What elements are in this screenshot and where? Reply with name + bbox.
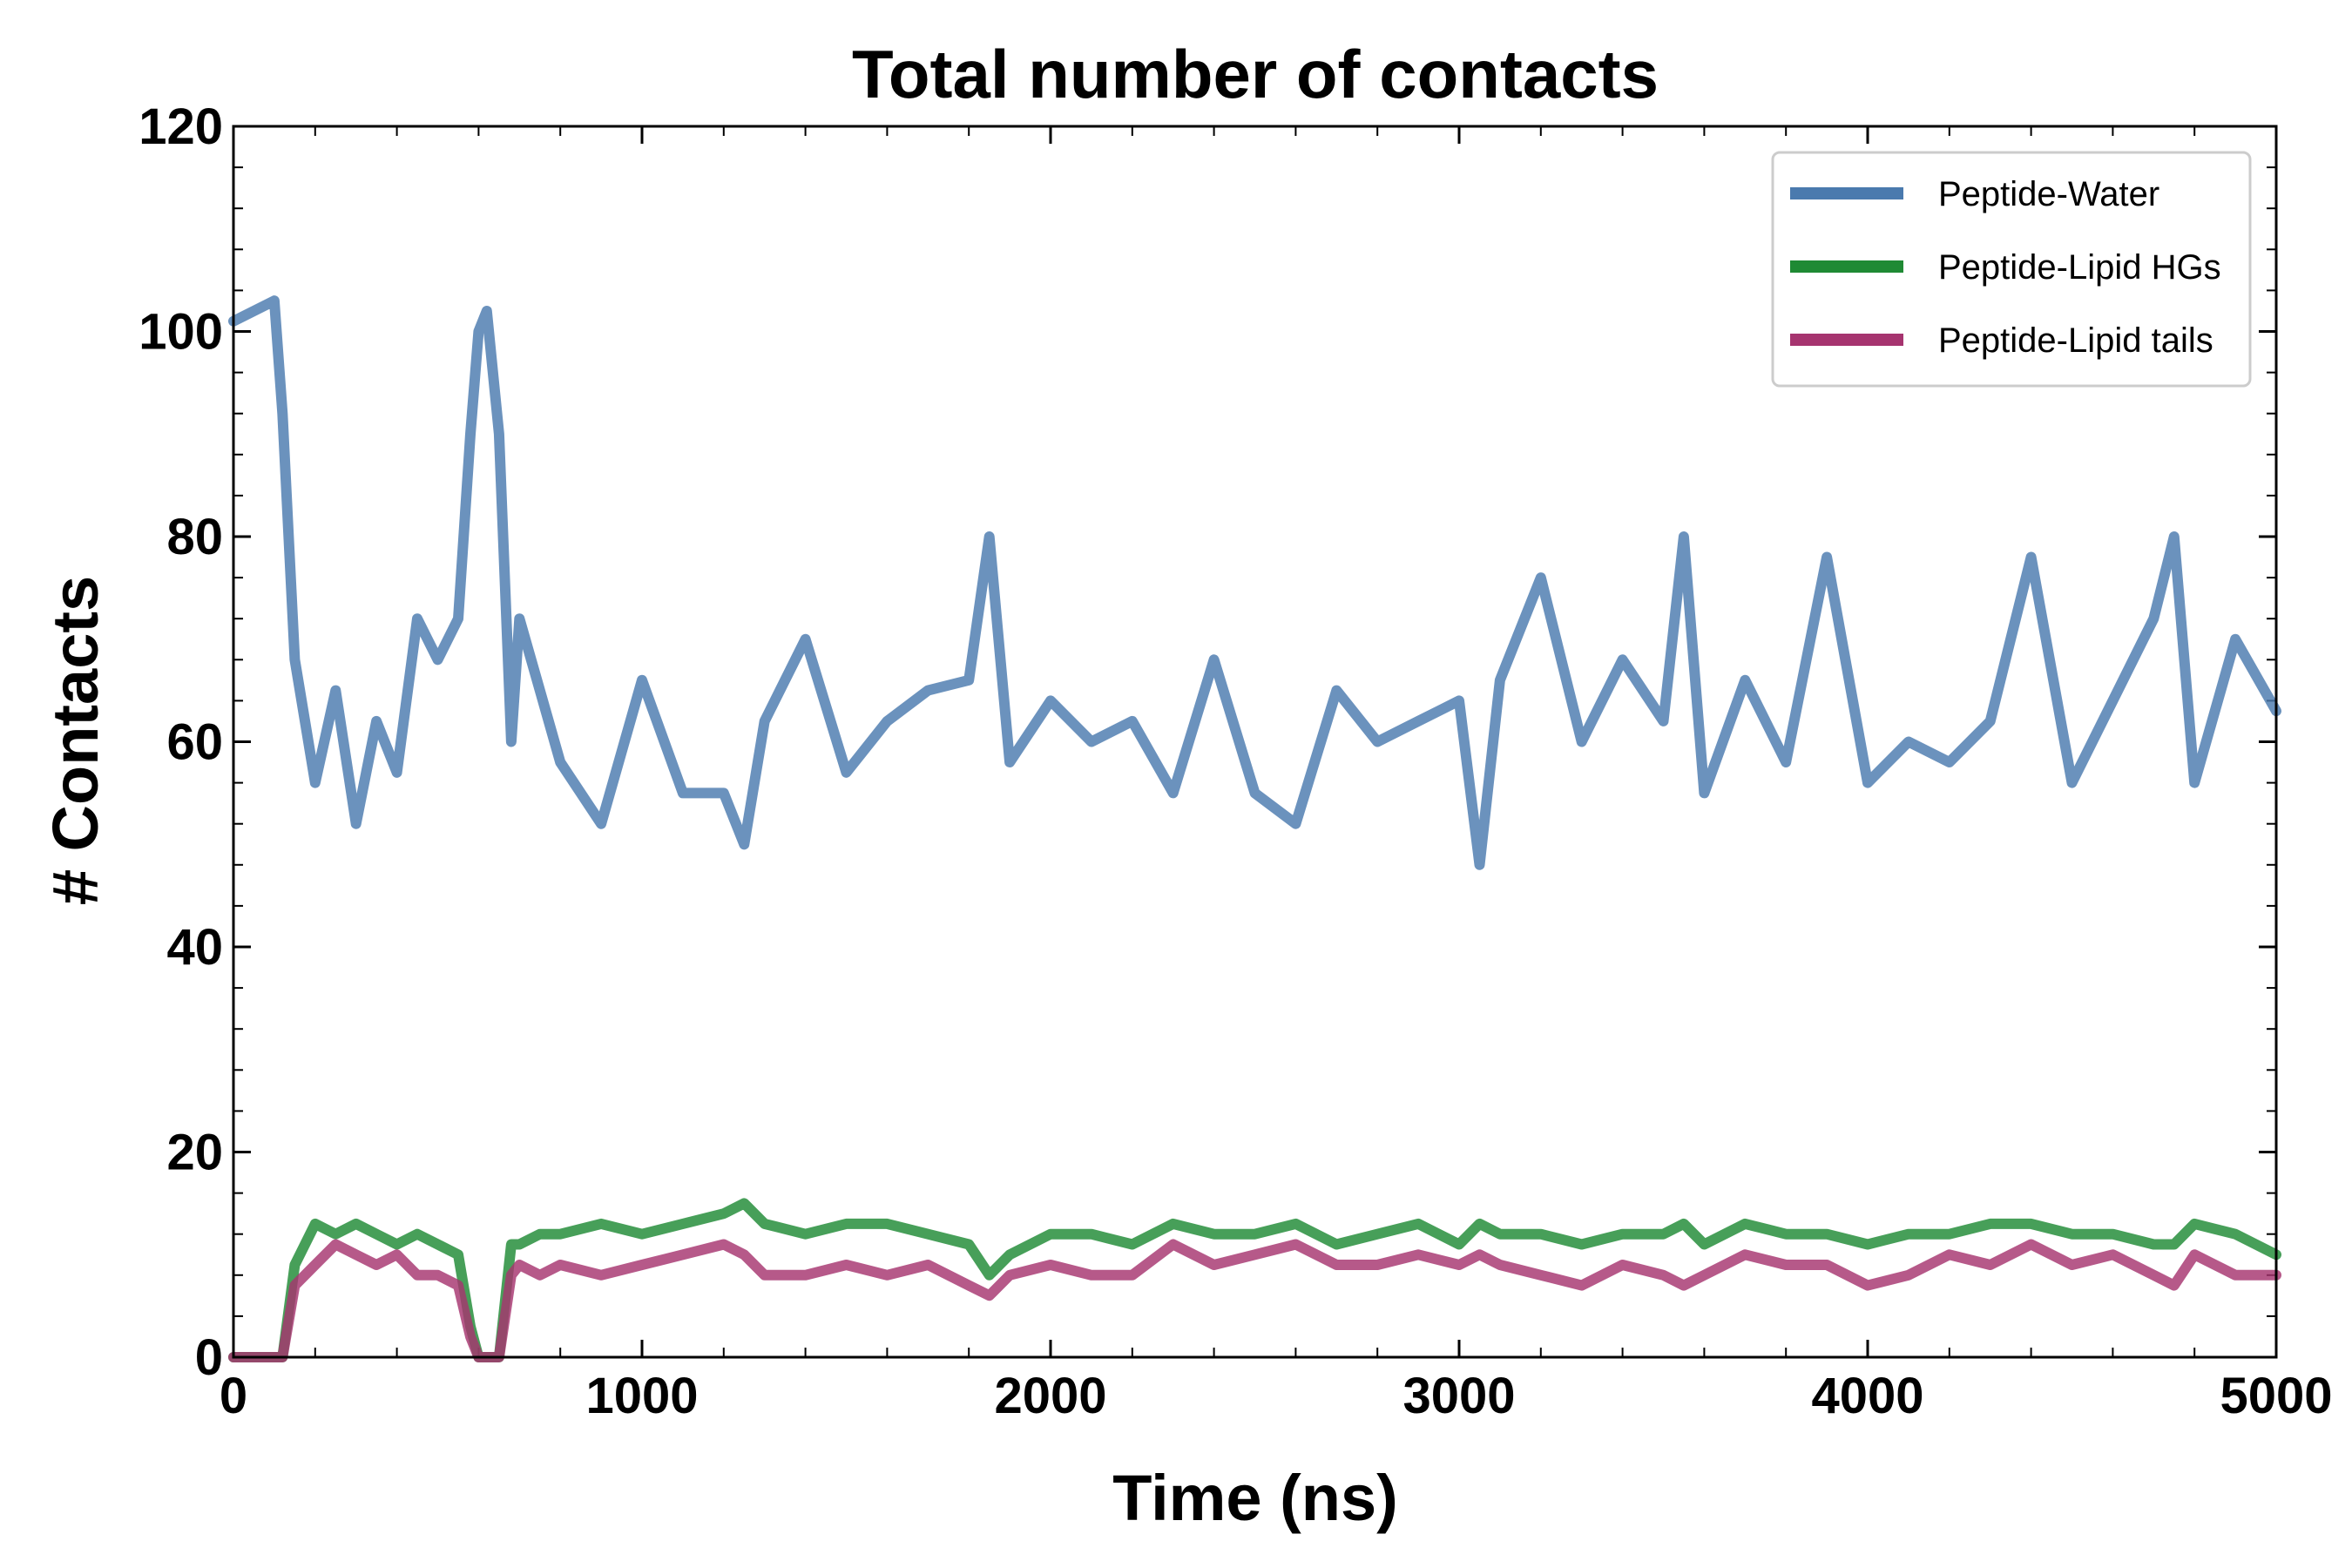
legend: Peptide-Water Peptide-Lipid HGs Peptide-… xyxy=(1771,151,2252,388)
y-tick-label: 60 xyxy=(166,714,223,771)
legend-label-peptide-lipid-tails: Peptide-Lipid tails xyxy=(1938,321,2213,360)
plot-frame xyxy=(232,125,2278,1359)
x-tick-label: 3000 xyxy=(1402,1368,1515,1424)
legend-label-peptide-lipid-hgs: Peptide-Lipid HGs xyxy=(1938,248,2221,287)
legend-label-peptide-water: Peptide-Water xyxy=(1938,175,2159,213)
y-tick-label: 40 xyxy=(166,919,223,976)
legend-box xyxy=(1771,151,2252,388)
x-tick-label: 2000 xyxy=(994,1368,1106,1424)
x-tick-label: 0 xyxy=(220,1368,247,1424)
y-tick-label: 0 xyxy=(195,1329,223,1386)
series-line-peptide-lipid-tails xyxy=(228,1239,2281,1362)
chart-title: Total number of contacts xyxy=(852,36,1659,112)
y-tick-label: 80 xyxy=(166,509,223,565)
y-axis-label: # Contacts xyxy=(39,576,112,905)
series-line-peptide-lipid-hgs xyxy=(228,1198,2281,1362)
x-tick-label: 5000 xyxy=(2220,1368,2332,1424)
x-tick-label: 4000 xyxy=(1811,1368,1923,1424)
y-tick-label: 20 xyxy=(166,1125,223,1181)
y-tick-label: 120 xyxy=(139,98,223,155)
series-lines xyxy=(228,295,2281,1362)
x-tick-label: 1000 xyxy=(585,1368,698,1424)
x-axis-label: Time (ns) xyxy=(1112,1462,1398,1534)
tick-labels: 0 1000 2000 3000 4000 5000 0 20 40 60 80 100 120 xyxy=(139,98,2332,1424)
y-tick-label: 100 xyxy=(139,304,223,361)
series-line-peptide-water xyxy=(228,295,2281,870)
